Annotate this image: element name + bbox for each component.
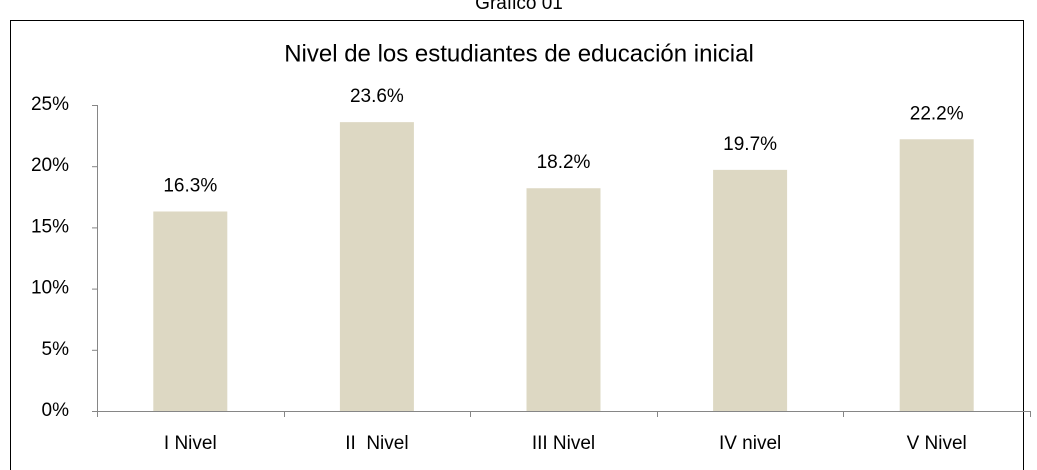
chart-title: Nivel de los estudiantes de educación in…	[284, 40, 754, 67]
y-tick-label: 5%	[42, 339, 70, 360]
x-tick-label: I Nivel	[164, 433, 217, 454]
bar	[713, 169, 788, 411]
y-tick-label: 10%	[31, 278, 69, 299]
y-tick-label: 15%	[31, 216, 69, 237]
bar	[153, 211, 228, 411]
bar	[526, 188, 601, 411]
x-tick-label: II Nivel	[345, 433, 408, 454]
y-tick-label: 0%	[42, 400, 70, 421]
x-tick-label: III Nivel	[532, 433, 595, 454]
value-label: 22.2%	[910, 103, 964, 124]
x-tick-label: V Nivel	[907, 433, 967, 454]
value-label: 19.7%	[723, 134, 777, 155]
value-label: 23.6%	[350, 86, 404, 107]
value-label: 18.2%	[537, 152, 591, 173]
y-tick-label: 20%	[31, 155, 69, 176]
bar	[899, 139, 974, 411]
value-label: 16.3%	[163, 176, 217, 197]
bar	[339, 122, 414, 412]
chart-caption: Gráfico 01	[475, 0, 563, 14]
y-tick-label: 25%	[31, 94, 69, 115]
x-tick-label: IV nivel	[719, 433, 781, 454]
